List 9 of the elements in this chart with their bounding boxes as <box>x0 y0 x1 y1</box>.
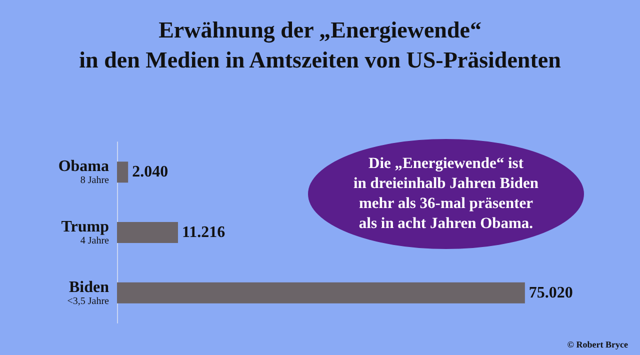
y-tick-label: Obama 8 Jahre <box>58 158 110 186</box>
chart-title: Erwähnung der „Energiewende“ in den Medien in Amtszeiten von US-Präsidenten <box>79 18 562 72</box>
data-label: 2.040 <box>132 164 168 181</box>
y-tick-label: Biden <3,5 Jahre <box>67 278 110 307</box>
annotation: Die „Energiewende“ ist in dreieinhalb Jahren Biden mehr als 36-mal präsenter als in acht Jahren Obama. <box>353 154 539 234</box>
y-tick-label: Trump 4 Jahre <box>61 218 110 246</box>
data-label: 75.020 <box>528 284 573 302</box>
data-label: 11.216 <box>182 224 226 241</box>
text: © Robert Bryce <box>567 340 628 350</box>
